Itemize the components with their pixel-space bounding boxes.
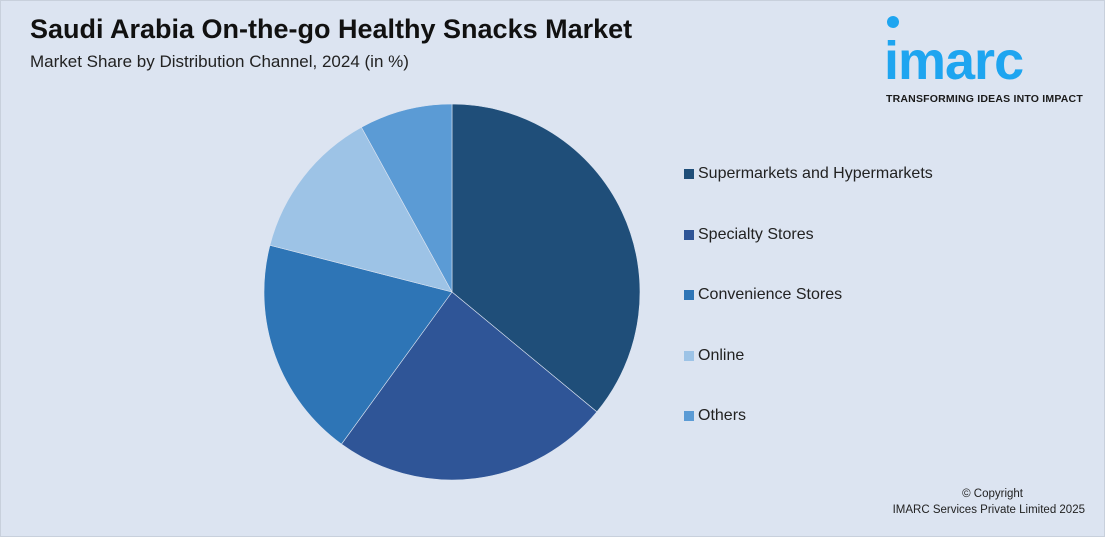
imarc-logo: imarc TRANSFORMING IDEAS INTO IMPACT — [884, 12, 1096, 112]
copyright: © Copyright IMARC Services Private Limit… — [893, 486, 1085, 518]
chart-title: Saudi Arabia On-the-go Healthy Snacks Ma… — [30, 14, 633, 44]
legend-swatch — [684, 411, 694, 421]
pie-slice-others — [361, 103, 453, 293]
legend-label: Convenience Stores — [698, 286, 843, 303]
legend-swatch — [684, 350, 694, 361]
pie-slice-convenience-stores — [263, 244, 453, 445]
logo-dot — [887, 16, 899, 28]
legend-swatch — [684, 169, 694, 179]
logo-word: imarc — [884, 31, 1024, 91]
legend-item: Supermarkets and Hypermarkets — [684, 164, 933, 184]
legend-label: Online — [698, 346, 745, 364]
pie-slice-specialty-stores — [341, 291, 598, 481]
legend-swatch — [684, 290, 694, 300]
legend-label: Specialty Stores — [698, 225, 814, 243]
legend-item: Online — [684, 346, 744, 366]
legend-swatch — [684, 229, 694, 240]
pie-slice-online — [269, 126, 453, 293]
legend-label: Others — [698, 407, 747, 424]
legend-label: Supermarkets and Hypermarkets — [698, 165, 933, 182]
pie-slice-supermarkets-and-hypermarkets — [451, 103, 641, 413]
copyright-company: IMARC Services Private Limited 2025 — [892, 504, 1085, 516]
legend-item: Specialty Stores — [684, 225, 814, 245]
legend-item: Others — [684, 406, 746, 426]
copyright-line: © Copyright — [962, 488, 1023, 500]
chart-subtitle: Market Share by Distribution Channel, 20… — [30, 52, 409, 71]
legend-item: Convenience Stores — [684, 285, 842, 305]
logo-tagline: TRANSFORMING IDEAS INTO IMPACT — [886, 93, 1083, 105]
